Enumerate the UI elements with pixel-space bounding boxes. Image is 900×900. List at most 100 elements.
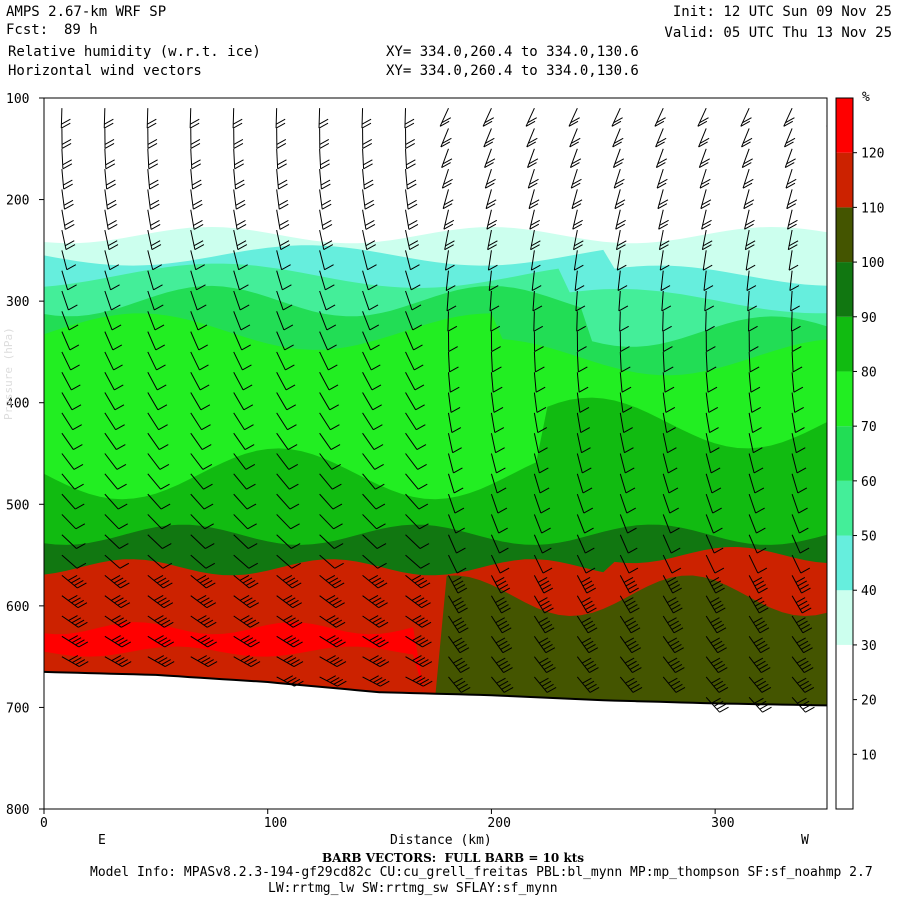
wind-barb	[190, 655, 218, 668]
wind-barb	[490, 311, 501, 332]
wind-barb	[490, 534, 509, 554]
wind-barb	[405, 514, 429, 530]
wind-barb	[576, 473, 593, 494]
wind-barb	[362, 209, 376, 230]
wind-barb	[662, 331, 673, 353]
wind-barb	[61, 595, 88, 609]
wind-barb	[362, 169, 374, 190]
wind-barb	[448, 656, 470, 674]
wind-barb	[742, 168, 754, 189]
wind-barb	[319, 554, 344, 569]
wind-barb	[276, 493, 300, 510]
wind-barb	[662, 534, 681, 554]
wind-barb	[698, 128, 710, 148]
wind-barb	[405, 148, 416, 170]
wind-barb	[533, 331, 544, 353]
wind-barb	[362, 412, 383, 431]
colorbar-label: 10	[861, 748, 877, 763]
wind-barb	[705, 696, 729, 713]
wind-barb	[104, 209, 118, 230]
wind-barb	[527, 168, 539, 189]
wind-barb	[618, 290, 629, 312]
wind-barb	[748, 372, 761, 393]
wind-barb	[61, 148, 73, 170]
wind-barb	[619, 615, 641, 634]
wind-barb	[491, 676, 514, 693]
wind-barb	[190, 615, 217, 628]
wind-barb	[619, 311, 629, 332]
y-tick-label: 100	[6, 92, 29, 107]
wind-barb	[662, 554, 682, 574]
wind-barb	[788, 250, 799, 271]
field-name-wind: Horizontal wind vectors	[8, 63, 202, 79]
wind-barb	[791, 473, 808, 494]
wind-barb	[362, 148, 373, 170]
wind-barb	[362, 372, 382, 391]
wind-barb	[319, 209, 333, 230]
x-tick-label: 300	[711, 816, 734, 831]
wind-barb	[61, 534, 86, 549]
wind-barb	[232, 108, 243, 129]
rh-band-red	[44, 622, 827, 706]
wind-barb	[362, 331, 380, 351]
wind-barb	[104, 595, 131, 609]
wind-barb	[616, 229, 627, 251]
wind-barb	[190, 534, 215, 549]
wind-barb	[362, 615, 389, 628]
wind-barb	[233, 534, 258, 549]
wind-barb	[490, 554, 510, 574]
wind-barb	[614, 189, 626, 210]
wind-barb	[61, 372, 81, 391]
wind-barb	[533, 615, 555, 634]
wind-barb	[147, 595, 174, 609]
wind-barb	[570, 148, 582, 169]
wind-barb	[276, 311, 294, 331]
wind-barb	[233, 453, 256, 470]
wind-barb	[575, 290, 586, 312]
wind-barb	[617, 270, 628, 291]
wind-barb	[405, 229, 419, 251]
wind-barb	[147, 574, 173, 589]
wind-barb	[233, 270, 249, 291]
y-tick-label: 700	[6, 701, 29, 716]
wind-barb	[441, 168, 453, 189]
wind-barb	[533, 311, 544, 332]
wind-barb	[705, 473, 722, 494]
wind-barb	[484, 168, 496, 189]
colorbar-unit: %	[862, 90, 870, 105]
wind-barb	[319, 473, 342, 490]
colorbar-segment	[836, 98, 853, 153]
wind-barb	[61, 615, 88, 628]
wind-barb	[319, 331, 337, 351]
wind-barb	[146, 108, 157, 129]
wind-barb	[576, 392, 590, 413]
wind-barb	[447, 372, 460, 393]
wind-barb	[702, 250, 713, 271]
wind-barb	[147, 412, 168, 431]
wind-barb	[405, 270, 421, 291]
wind-barb	[490, 331, 501, 353]
wind-barb	[612, 148, 625, 169]
wind-barb	[190, 453, 213, 470]
wind-barb	[789, 270, 800, 291]
wind-barb	[276, 655, 304, 668]
wind-barb	[319, 655, 347, 668]
wind-barb	[576, 676, 600, 693]
wind-barb	[276, 534, 301, 549]
wind-barb	[190, 209, 204, 230]
cross-section-xy-2: XY= 334.0,260.4 to 334.0,130.6	[386, 63, 639, 79]
wind-barb	[662, 575, 682, 594]
wind-barb	[619, 554, 639, 574]
wind-barb	[662, 351, 674, 373]
wind-barb	[319, 270, 335, 291]
wind-barb	[491, 636, 513, 654]
wind-barb	[611, 107, 623, 127]
wind-barb	[319, 250, 334, 271]
colorbar-segment	[836, 535, 853, 591]
wind-barb	[488, 270, 499, 291]
wind-barb	[190, 290, 207, 311]
wind-barb	[405, 675, 433, 687]
wind-barb	[448, 514, 465, 534]
wind-barb	[362, 534, 387, 549]
wind-barb	[491, 656, 513, 674]
